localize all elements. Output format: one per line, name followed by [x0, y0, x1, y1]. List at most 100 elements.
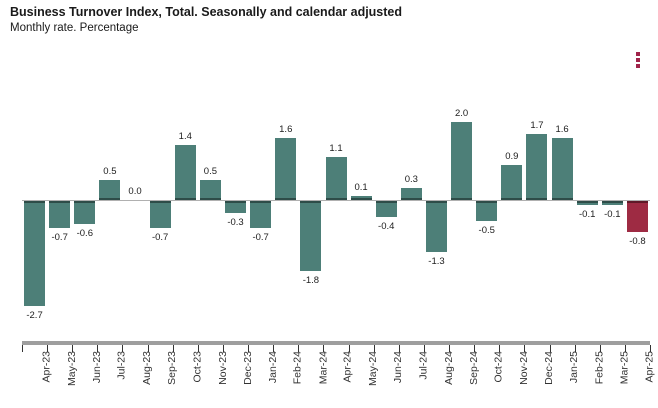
axis-tick [223, 345, 224, 352]
bar[interactable] [626, 201, 648, 232]
axis-tick [22, 345, 23, 352]
bar[interactable] [425, 201, 447, 252]
bar[interactable] [576, 201, 598, 205]
value-label: -0.1 [604, 209, 621, 220]
bar[interactable] [225, 201, 247, 213]
x-axis-label: Jun-23 [90, 351, 103, 384]
value-label: -1.3 [428, 256, 445, 267]
bar[interactable] [174, 145, 196, 200]
bar[interactable] [24, 201, 46, 306]
bar[interactable] [526, 134, 548, 200]
value-label: -0.8 [629, 236, 646, 247]
x-axis-label: Dec-23 [241, 351, 254, 385]
value-label: -0.7 [51, 232, 68, 243]
axis-tick [575, 345, 576, 352]
vertical-ellipsis-icon [636, 58, 640, 62]
x-axis-label: Feb-25 [593, 351, 606, 385]
value-label: -0.4 [378, 221, 395, 232]
x-axis-label: Jan-25 [568, 351, 581, 384]
bar[interactable] [275, 138, 297, 200]
bar[interactable] [149, 201, 171, 228]
x-axis-label: May-23 [65, 351, 78, 387]
axis-tick [298, 345, 299, 352]
x-axis-label: Oct-24 [492, 351, 505, 383]
bar[interactable] [400, 188, 422, 200]
value-label: -0.5 [478, 225, 495, 236]
bar[interactable] [501, 165, 523, 200]
x-axis-label: Jul-23 [115, 351, 128, 380]
axis-tick [524, 345, 525, 352]
value-label: 2.0 [454, 108, 469, 119]
x-axis [22, 341, 650, 345]
axis-tick [550, 345, 551, 352]
value-label: -0.7 [151, 232, 169, 243]
axis-tick [374, 345, 375, 352]
bar[interactable] [99, 180, 121, 200]
value-label: -0.1 [579, 209, 596, 220]
bar[interactable] [199, 180, 221, 200]
value-label: 0.5 [203, 166, 217, 177]
x-axis-label: Jan-24 [266, 351, 279, 384]
value-label: -1.8 [302, 275, 320, 286]
value-label: -0.6 [76, 228, 93, 239]
vertical-ellipsis-icon [636, 52, 640, 56]
axis-tick [625, 345, 626, 352]
axis-tick [273, 345, 274, 352]
bar[interactable] [476, 201, 498, 221]
axis-tick [173, 345, 174, 352]
value-label: -2.7 [26, 310, 43, 321]
bar[interactable] [601, 201, 623, 205]
value-label: 0.9 [505, 151, 519, 162]
axis-tick [449, 345, 450, 352]
x-axis-label: Mar-25 [618, 351, 631, 385]
bar[interactable] [451, 122, 473, 200]
value-label: 0.0 [128, 186, 142, 197]
axis-tick [148, 345, 149, 352]
x-axis-label: Apr-24 [342, 351, 354, 383]
x-axis-label: Apr-25 [643, 351, 656, 383]
axis-tick [650, 345, 651, 352]
axis-tick [198, 345, 199, 352]
bar[interactable] [74, 201, 96, 224]
value-label: 0.5 [103, 166, 117, 177]
x-axis-label: Apr-23 [40, 351, 53, 383]
value-label: -0.7 [252, 232, 269, 243]
x-axis-label: Nov-23 [216, 351, 229, 385]
x-axis-label: Jul-24 [417, 351, 430, 380]
axis-tick [47, 345, 48, 352]
x-axis-label: Jun-24 [392, 351, 405, 384]
vertical-ellipsis-icon [636, 64, 640, 68]
bar[interactable] [325, 157, 347, 200]
bar[interactable] [250, 201, 272, 228]
bar[interactable] [49, 201, 71, 228]
axis-tick [474, 345, 475, 352]
value-label: 1.6 [555, 124, 569, 135]
value-label: 1.4 [178, 131, 192, 142]
axis-tick [349, 345, 350, 352]
x-axis-label: Mar-24 [316, 351, 329, 385]
axis-tick [323, 345, 324, 352]
bar[interactable] [375, 201, 397, 217]
value-label: -0.3 [227, 217, 244, 228]
axis-tick [248, 345, 249, 352]
bar[interactable] [551, 138, 573, 200]
x-axis-label: Aug-24 [442, 351, 455, 385]
axis-tick [499, 345, 500, 352]
x-axis-label: Nov-24 [517, 351, 530, 385]
chart-title: Business Turnover Index, Total. Seasonal… [10, 5, 403, 19]
bar[interactable] [300, 201, 322, 271]
x-axis-label: Oct-23 [191, 351, 204, 383]
value-label: 0.3 [404, 174, 418, 185]
context-menu-button[interactable] [630, 49, 646, 71]
x-axis-label: Dec-24 [542, 351, 555, 385]
zero-line [22, 200, 650, 201]
x-axis-label: Feb-24 [291, 351, 304, 385]
axis-tick [97, 345, 98, 352]
axis-tick [399, 345, 400, 352]
bar[interactable] [350, 196, 372, 200]
value-label: 0.1 [354, 182, 368, 193]
x-axis-label: Sep-24 [467, 351, 480, 385]
x-axis-label: Sep-23 [166, 351, 179, 385]
